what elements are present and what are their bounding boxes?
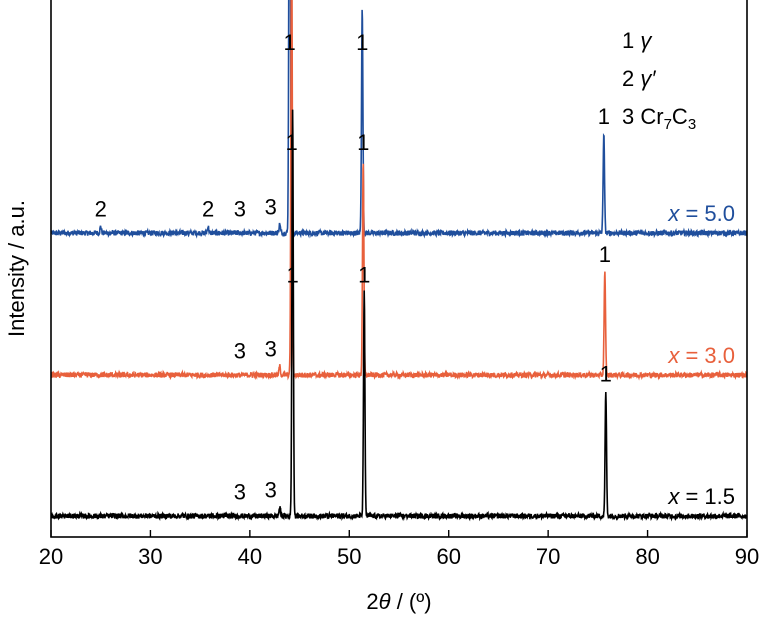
peak-label: 2	[202, 197, 214, 222]
peak-label: 1	[357, 130, 369, 155]
series-line-2	[51, 0, 747, 381]
axes-box	[50, 0, 748, 538]
peak-label: 3	[234, 339, 246, 364]
legend-entry-3: 3 Cr7C3	[622, 104, 696, 133]
series-label-3: x = 1.5	[667, 484, 735, 509]
x-tick-label: 40	[238, 544, 262, 569]
axes-frame	[50, 0, 748, 538]
x-tick-label: 80	[635, 544, 659, 569]
x-axis-label: 2θ / (º)	[366, 589, 431, 614]
x-tick-label: 90	[735, 544, 759, 569]
peak-label: 1	[598, 104, 610, 129]
series-label-2: x = 3.0	[667, 343, 735, 368]
x-tick-label: 30	[138, 544, 162, 569]
chart-text: x = 5.01 112 2 3 3x = 3.01 113 3x = 1.51 113 320…	[4, 28, 759, 614]
series-line-1	[51, 0, 747, 239]
peak-label: 1	[285, 130, 297, 155]
x-tick-label: 50	[337, 544, 361, 569]
x-tick-label: 70	[536, 544, 560, 569]
peak-label: 2	[95, 197, 107, 222]
peak-label: 1	[358, 262, 370, 287]
peak-label: 1	[284, 30, 296, 55]
peak-label: 1	[600, 361, 612, 386]
peak-label: 1	[599, 242, 611, 267]
peak-label: 1	[356, 30, 368, 55]
peak-label: 3	[265, 477, 277, 502]
legend-entry-2: 2 γ′	[622, 66, 656, 91]
peak-label: 3	[265, 194, 277, 219]
x-tick-label: 60	[436, 544, 460, 569]
peak-label: 3	[265, 336, 277, 361]
legend-entry-1: 1 γ	[622, 28, 653, 53]
series-line-3	[51, 109, 747, 522]
x-tick-label: 20	[39, 544, 63, 569]
y-axis-label: Intensity / a.u.	[4, 200, 29, 337]
series-label-1: x = 5.0	[667, 201, 735, 226]
peak-label: 1	[286, 262, 298, 287]
peak-label: 3	[234, 480, 246, 505]
plot-area	[51, 0, 747, 522]
peak-label: 3	[234, 197, 246, 222]
